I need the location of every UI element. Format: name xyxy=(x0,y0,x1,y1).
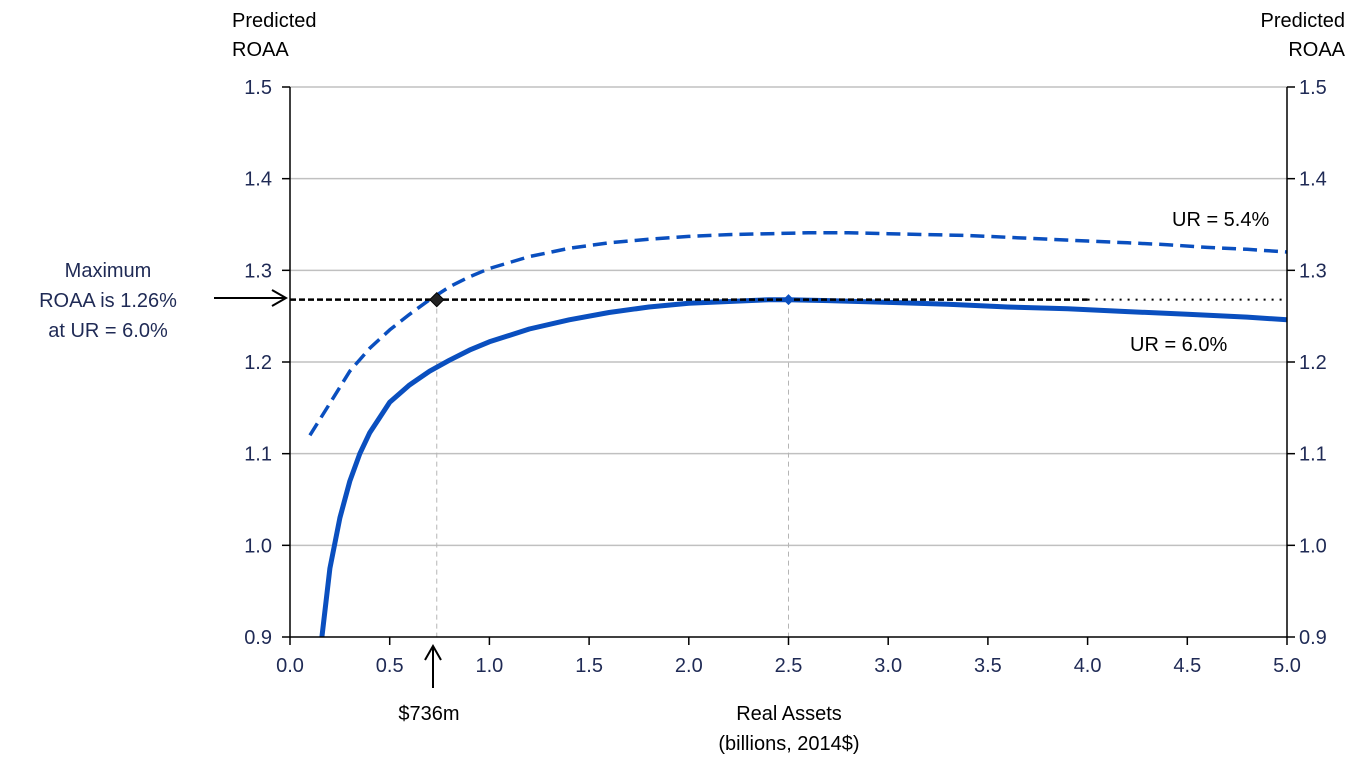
guide-layer xyxy=(436,299,789,637)
left-axis-title-line2: ROAA xyxy=(232,39,289,61)
grid-layer xyxy=(290,86,1287,547)
marker-layer xyxy=(429,291,794,308)
x-tick-label-2.0: 2.0 xyxy=(675,655,703,677)
x-tick-label-5.0: 5.0 xyxy=(1273,655,1301,677)
x-tick-label-4.0: 4.0 xyxy=(1074,655,1102,677)
title-layer: Predicted ROAA Predicted ROAA Real Asset… xyxy=(232,10,1346,755)
x-tick-label-0.5: 0.5 xyxy=(376,655,404,677)
right-axis-title-line2: ROAA xyxy=(1288,39,1345,61)
x-tick-label-2.5: 2.5 xyxy=(775,655,803,677)
max-roaa-label-line3: at UR = 6.0% xyxy=(48,320,168,342)
x-tick-label-0.0: 0.0 xyxy=(276,655,304,677)
tick-label-layer: 0.9 0.9 1.0 1.0 1.1 1.1 1.2 1.2 1.3 1.3 1.4 1.4 1.5 1… xyxy=(244,77,1327,677)
threshold-label: $736m xyxy=(398,703,459,725)
x-axis-title-line1: Real Assets xyxy=(736,703,842,725)
right-y-tick-label-1.5: 1.5 xyxy=(1299,77,1327,99)
right-y-tick-label-1.1: 1.1 xyxy=(1299,444,1327,466)
right-y-tick-label-0.9: 0.9 xyxy=(1299,627,1327,649)
right-y-tick-label-1.2: 1.2 xyxy=(1299,352,1327,374)
x-tick-label-1.0: 1.0 xyxy=(475,655,503,677)
x-tick-label-3.0: 3.0 xyxy=(874,655,902,677)
right-y-tick-label-1.3: 1.3 xyxy=(1299,260,1327,282)
marker-diamond-1 xyxy=(429,291,445,308)
right-y-tick-label-1.4: 1.4 xyxy=(1299,169,1327,191)
left-y-tick-label-0.9: 0.9 xyxy=(244,627,272,649)
left-y-tick-label-1.5: 1.5 xyxy=(244,77,272,99)
max-roaa-label-line2: ROAA is 1.26% xyxy=(39,290,177,312)
right-y-tick-label-1.0: 1.0 xyxy=(1299,535,1327,557)
left-y-tick-label-1.2: 1.2 xyxy=(244,352,272,374)
max-roaa-label-line1: Maximum xyxy=(65,260,152,282)
series-label-ur-5-4: UR = 5.4% xyxy=(1172,209,1269,231)
x-tick-label-1.5: 1.5 xyxy=(575,655,603,677)
left-axis-title-line1: Predicted xyxy=(232,10,317,32)
x-tick-label-3.5: 3.5 xyxy=(974,655,1002,677)
series-layer xyxy=(308,231,1288,638)
threshold-arrow-head xyxy=(424,643,442,661)
left-y-tick-label-1.1: 1.1 xyxy=(244,444,272,466)
left-y-tick-label-1.4: 1.4 xyxy=(244,169,272,191)
x-tick-label-4.5: 4.5 xyxy=(1173,655,1201,677)
axis-layer xyxy=(282,86,1295,645)
series-line-ur-6-0- xyxy=(319,297,1288,638)
right-axis-title-line1: Predicted xyxy=(1261,10,1346,32)
series-label-ur-6-0: UR = 6.0% xyxy=(1130,334,1227,356)
left-y-tick-label-1.0: 1.0 xyxy=(244,535,272,557)
annotation-layer: Maximum ROAA is 1.26% at UR = 6.0% $736m… xyxy=(39,209,1269,725)
marker-diamond-2 xyxy=(783,294,794,306)
x-axis-title-line2: (billions, 2014$) xyxy=(718,733,859,755)
series-line-ur-5-4- xyxy=(308,231,1288,437)
max-roaa-arrow-head xyxy=(271,289,289,307)
left-y-tick-label-1.3: 1.3 xyxy=(244,260,272,282)
